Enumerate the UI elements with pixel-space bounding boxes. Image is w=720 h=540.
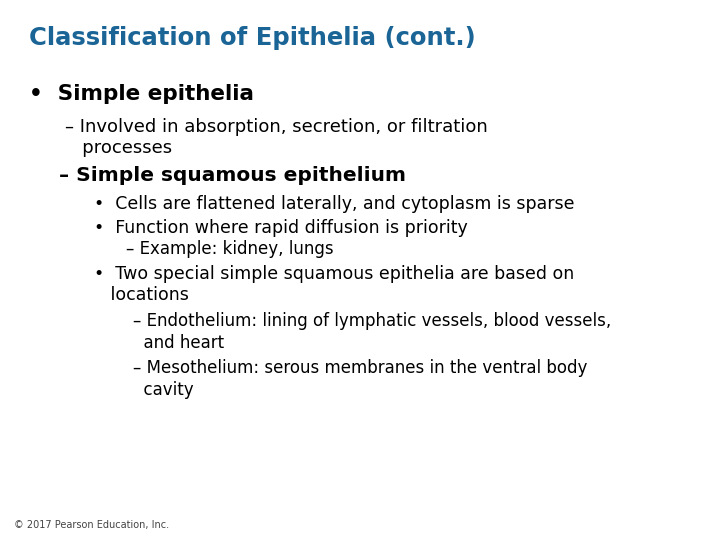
- Text: locations: locations: [94, 286, 189, 304]
- Text: •  Simple epithelia: • Simple epithelia: [29, 84, 254, 104]
- Text: cavity: cavity: [133, 381, 194, 399]
- Text: © 2017 Pearson Education, Inc.: © 2017 Pearson Education, Inc.: [14, 520, 169, 530]
- Text: – Example: kidney, lungs: – Example: kidney, lungs: [126, 240, 333, 258]
- Text: •  Two special simple squamous epithelia are based on: • Two special simple squamous epithelia …: [94, 265, 574, 282]
- Text: and heart: and heart: [133, 334, 225, 352]
- Text: processes: processes: [65, 139, 172, 157]
- Text: •  Function where rapid diffusion is priority: • Function where rapid diffusion is prio…: [94, 219, 467, 237]
- Text: Classification of Epithelia (cont.): Classification of Epithelia (cont.): [29, 26, 475, 50]
- Text: – Endothelium: lining of lymphatic vessels, blood vessels,: – Endothelium: lining of lymphatic vesse…: [133, 312, 611, 330]
- Text: – Involved in absorption, secretion, or filtration: – Involved in absorption, secretion, or …: [65, 118, 487, 136]
- Text: – Mesothelium: serous membranes in the ventral body: – Mesothelium: serous membranes in the v…: [133, 359, 588, 377]
- Text: – Simple squamous epithelium: – Simple squamous epithelium: [59, 166, 406, 185]
- Text: •  Cells are flattened laterally, and cytoplasm is sparse: • Cells are flattened laterally, and cyt…: [94, 195, 574, 213]
